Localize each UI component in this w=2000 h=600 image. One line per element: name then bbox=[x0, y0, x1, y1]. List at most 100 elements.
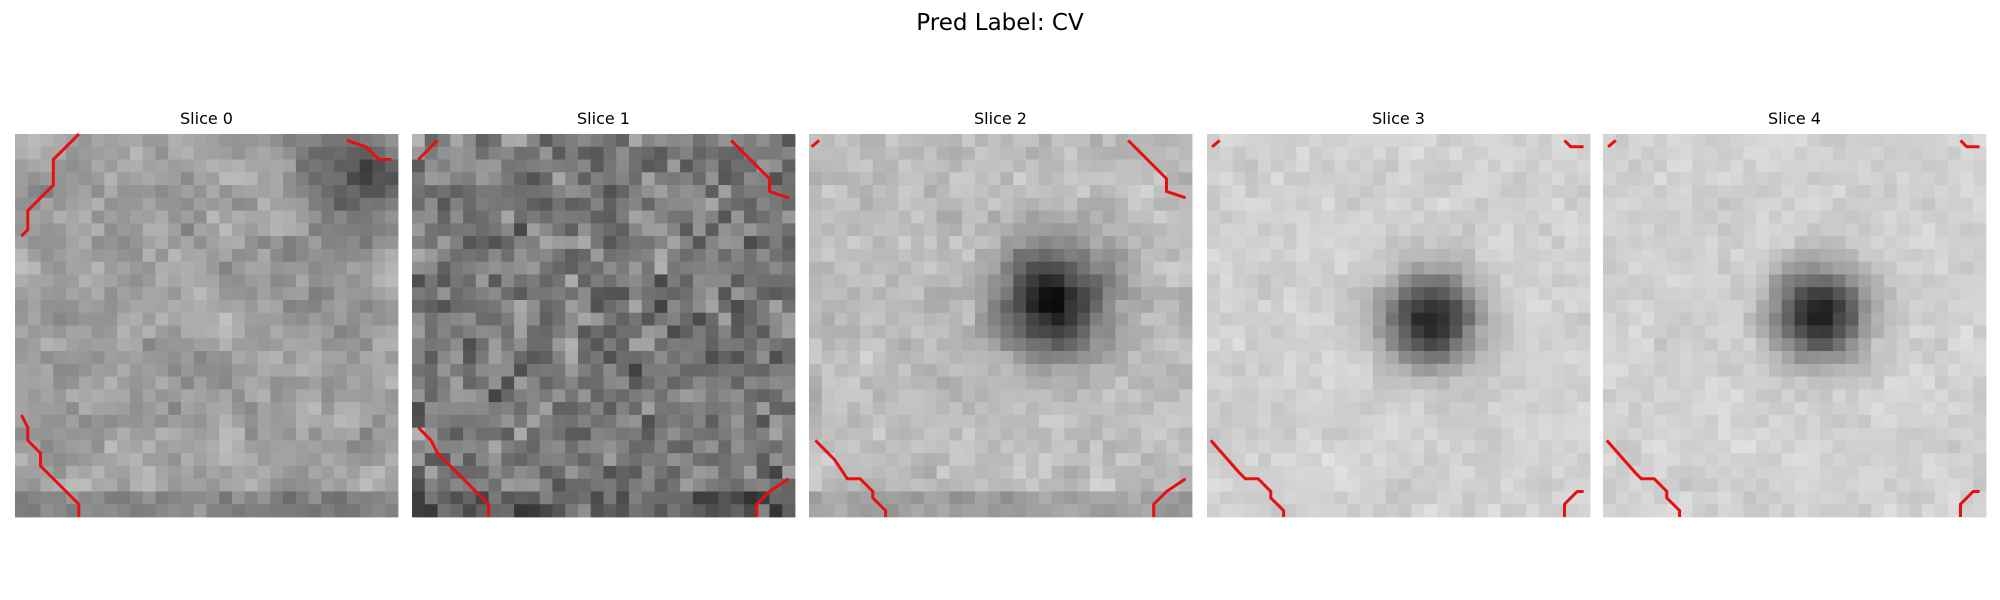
pixel bbox=[1038, 491, 1052, 505]
pixel bbox=[1973, 274, 1987, 288]
pixel bbox=[1858, 146, 1872, 160]
pixel bbox=[180, 440, 195, 454]
pixel bbox=[911, 478, 925, 492]
pixel bbox=[1232, 261, 1246, 275]
pixel bbox=[1424, 134, 1438, 148]
pixel bbox=[1258, 185, 1272, 199]
pixel bbox=[1896, 465, 1910, 480]
pixel bbox=[1089, 274, 1104, 288]
pixel bbox=[782, 223, 796, 237]
pixel bbox=[488, 261, 502, 275]
pixel bbox=[1628, 299, 1642, 314]
pixel bbox=[514, 248, 528, 263]
pixel bbox=[1026, 453, 1040, 467]
pixel bbox=[1641, 172, 1655, 186]
pixel bbox=[219, 402, 233, 416]
pixel bbox=[1487, 134, 1502, 148]
pixel bbox=[1115, 223, 1129, 237]
pixel bbox=[1424, 453, 1438, 467]
pixel bbox=[1705, 134, 1719, 148]
pixel bbox=[1526, 478, 1540, 492]
pixel bbox=[911, 223, 925, 237]
pixel bbox=[1500, 146, 1514, 160]
pixel bbox=[1487, 504, 1502, 518]
pixel bbox=[1858, 299, 1872, 314]
pixel bbox=[1551, 465, 1565, 480]
pixel bbox=[1832, 338, 1846, 352]
pixel bbox=[475, 453, 489, 467]
pixel bbox=[1513, 248, 1527, 263]
pixel bbox=[962, 465, 976, 480]
pixel bbox=[1934, 338, 1949, 352]
pixel bbox=[1102, 440, 1116, 454]
pixel bbox=[1398, 299, 1412, 314]
pixel bbox=[385, 427, 399, 441]
pixel bbox=[1166, 363, 1180, 377]
pixel bbox=[680, 197, 694, 211]
pixel bbox=[1296, 440, 1310, 454]
pixel bbox=[1960, 338, 1974, 352]
pixel bbox=[283, 453, 297, 467]
pixel bbox=[539, 338, 553, 352]
pixel bbox=[1089, 389, 1104, 403]
pixel bbox=[1781, 491, 1795, 505]
pixel bbox=[1153, 363, 1167, 377]
pixel bbox=[1781, 338, 1795, 352]
pixel bbox=[463, 185, 477, 199]
pixel bbox=[1794, 491, 1808, 505]
pixel bbox=[412, 134, 426, 148]
pixel bbox=[1207, 299, 1221, 314]
pixel bbox=[1258, 134, 1272, 148]
pixel bbox=[1794, 223, 1808, 237]
pixel bbox=[949, 223, 963, 237]
pixel bbox=[769, 325, 783, 339]
pixel bbox=[821, 325, 835, 339]
pixel bbox=[1794, 504, 1808, 518]
pixel bbox=[949, 236, 963, 250]
pixel bbox=[78, 363, 92, 377]
pixel bbox=[974, 325, 989, 339]
pixel bbox=[1705, 363, 1719, 377]
pixel bbox=[1500, 338, 1514, 352]
pixel bbox=[809, 414, 823, 429]
pixel bbox=[1385, 363, 1399, 377]
pixel bbox=[936, 159, 950, 173]
pixel bbox=[1896, 299, 1910, 314]
pixel bbox=[193, 299, 207, 314]
pixel bbox=[78, 402, 92, 416]
pixel bbox=[1245, 274, 1259, 288]
pixel bbox=[1654, 453, 1668, 467]
pixel bbox=[501, 287, 515, 301]
pixel bbox=[15, 453, 29, 467]
pixel bbox=[552, 504, 566, 518]
pixel bbox=[987, 185, 1001, 199]
pixel bbox=[219, 504, 233, 518]
pixel bbox=[1296, 504, 1310, 518]
pixel bbox=[1947, 465, 1961, 480]
pixel bbox=[847, 223, 861, 237]
pixel bbox=[1462, 427, 1476, 441]
pixel bbox=[1551, 146, 1565, 160]
pixel bbox=[1781, 351, 1795, 365]
pixel bbox=[1666, 146, 1680, 160]
pixel bbox=[1140, 363, 1155, 377]
pixel bbox=[1705, 248, 1719, 263]
pixel bbox=[295, 134, 310, 148]
pixel bbox=[1768, 363, 1783, 377]
pixel bbox=[705, 338, 719, 352]
pixel bbox=[1947, 414, 1961, 429]
contour-line bbox=[1152, 477, 1187, 517]
pixel bbox=[1064, 453, 1078, 467]
contour-line bbox=[417, 139, 439, 161]
pixel bbox=[1679, 261, 1693, 275]
pixel bbox=[346, 440, 361, 454]
pixel bbox=[834, 402, 848, 416]
pixel bbox=[1820, 504, 1834, 518]
pixel bbox=[1296, 363, 1310, 377]
pixel bbox=[155, 223, 169, 237]
pixel bbox=[412, 325, 426, 339]
pixel bbox=[629, 197, 643, 211]
pixel bbox=[923, 402, 938, 416]
pixel bbox=[1360, 325, 1374, 339]
pixel bbox=[244, 478, 258, 492]
